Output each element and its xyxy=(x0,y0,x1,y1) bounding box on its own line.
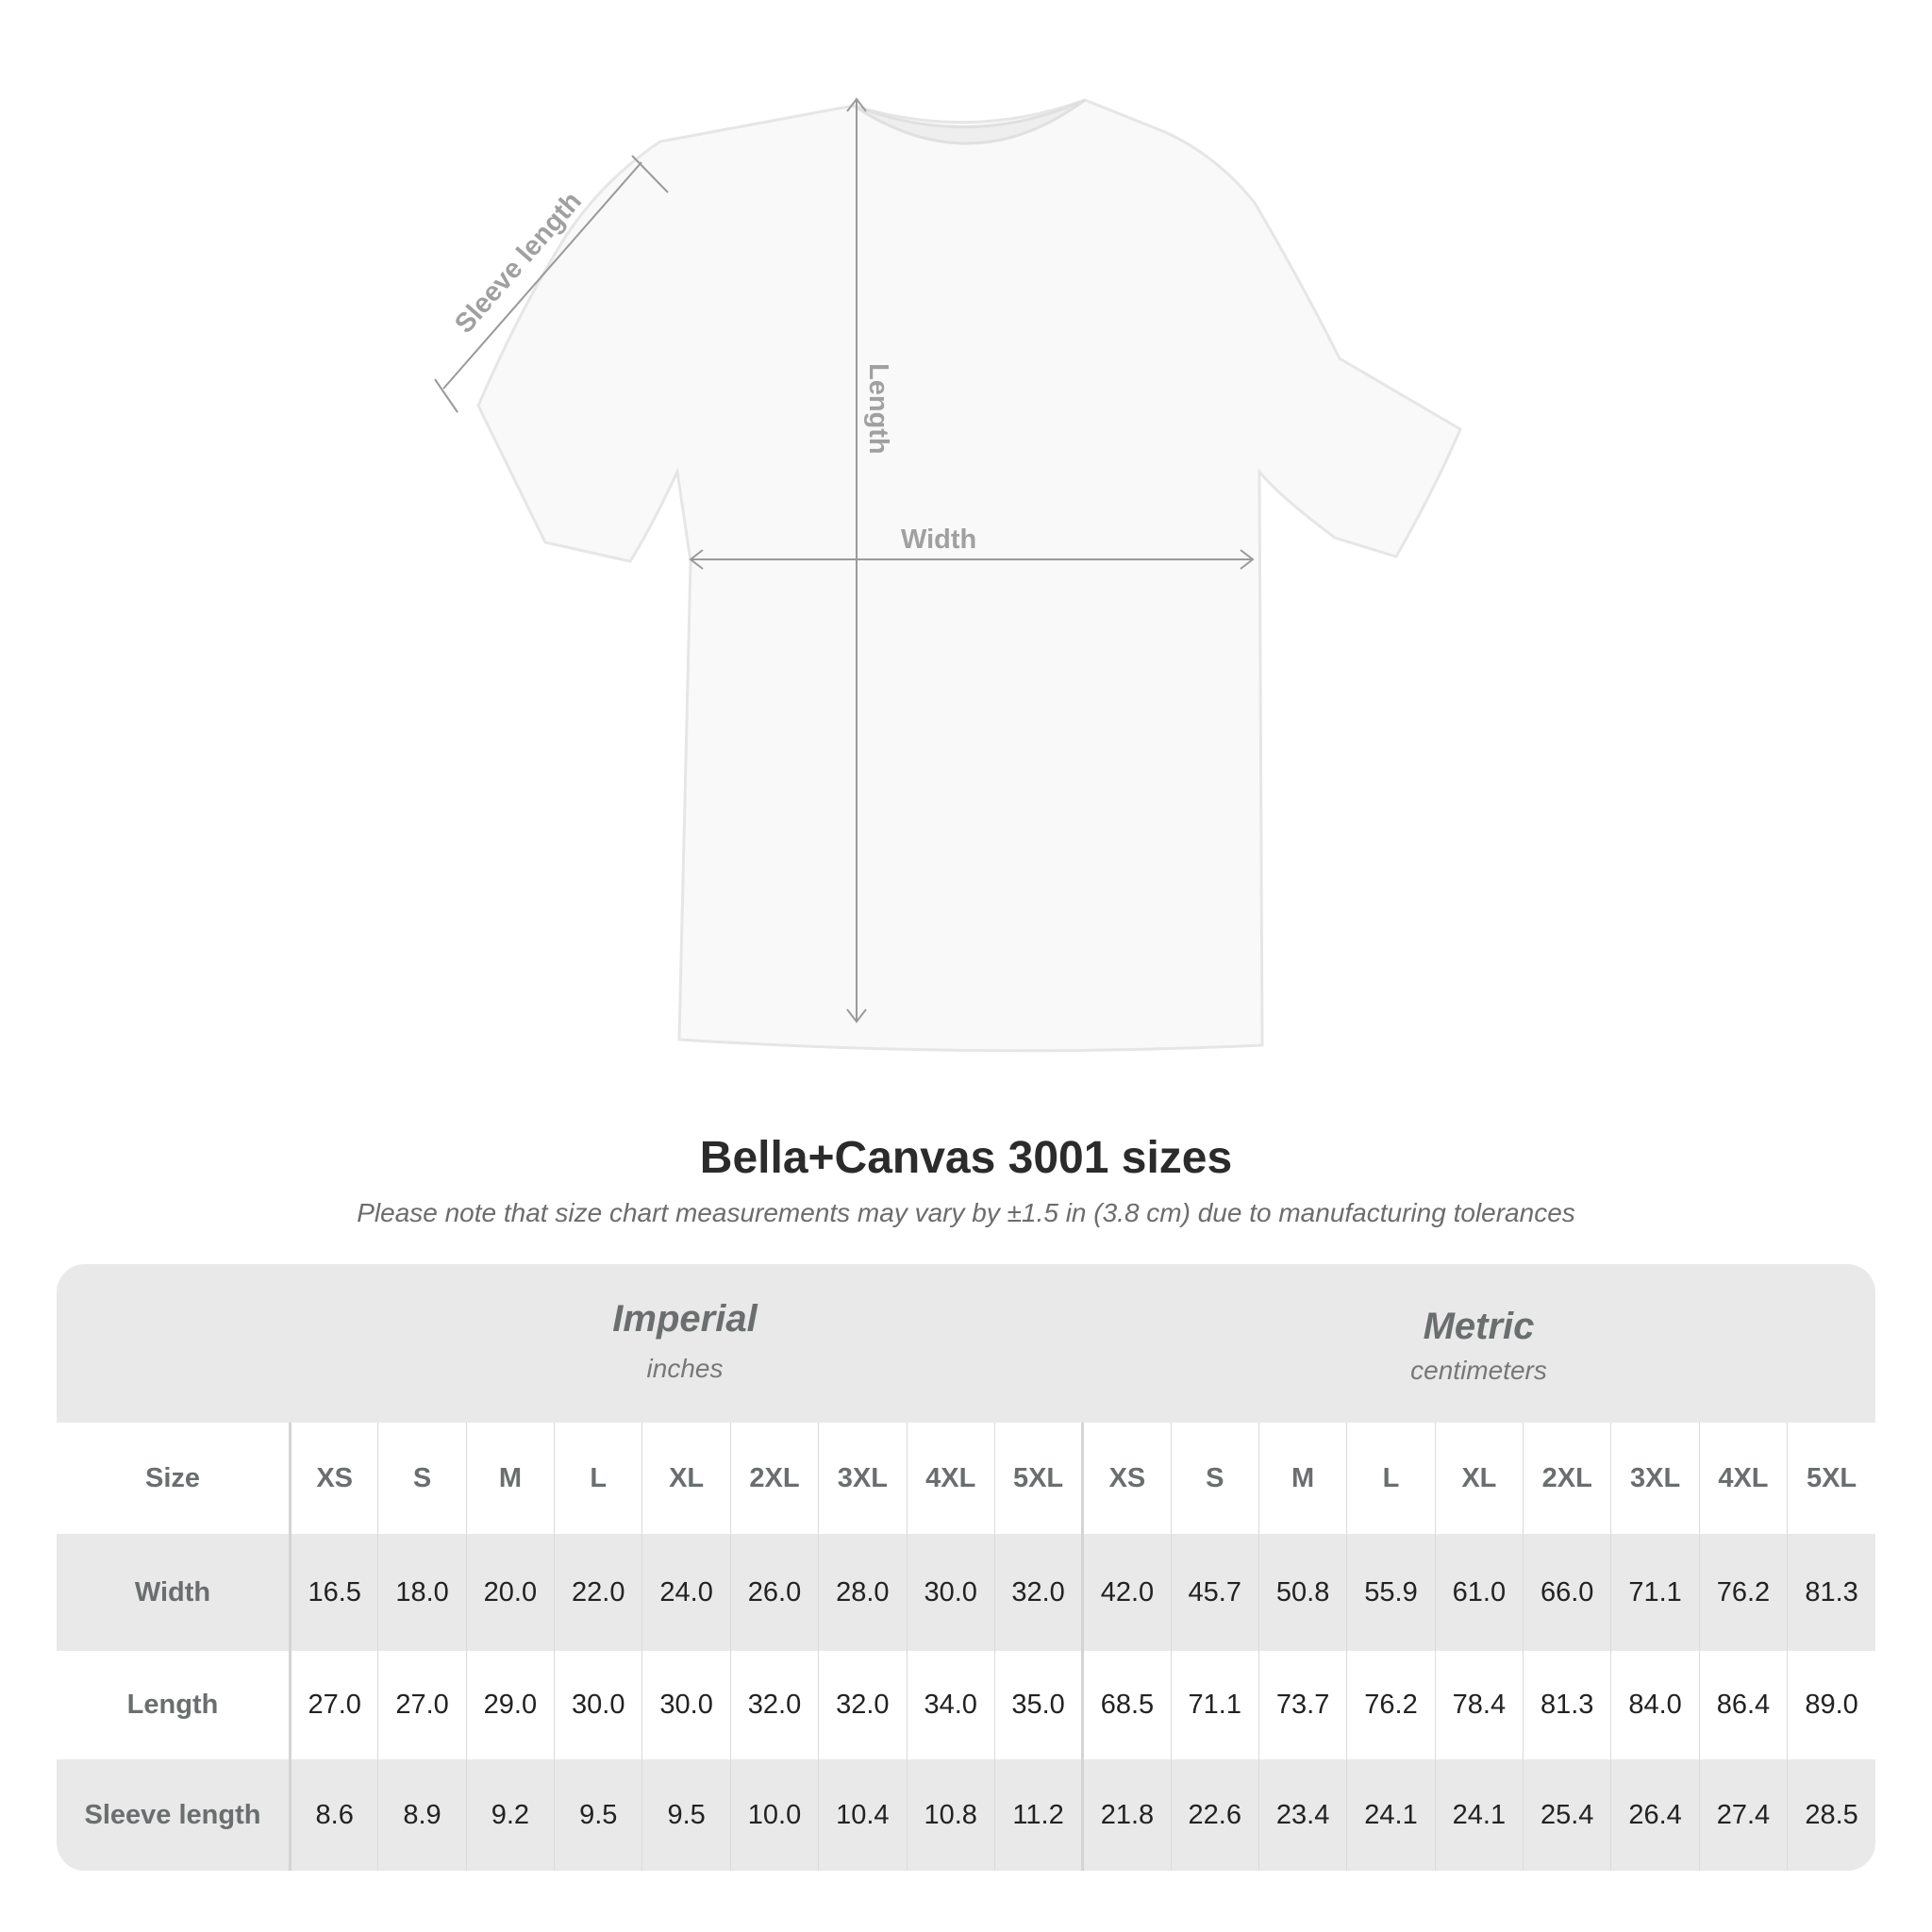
metric-value-cell: 27.4 xyxy=(1698,1759,1788,1871)
imperial-value-cell: 16.5 xyxy=(289,1534,378,1651)
metric-value-cell: 22.6 xyxy=(1170,1759,1259,1871)
metric-value-cell: 71.1 xyxy=(1610,1534,1700,1651)
imperial-size-5xl: 5XL xyxy=(993,1423,1083,1534)
table-row: Length 27.0 27.0 29.0 30.0 30.0 32.0 32.0 34.0 35… xyxy=(57,1651,1875,1759)
imperial-value-cell: 20.0 xyxy=(465,1534,555,1651)
metric-value-cell: 24.1 xyxy=(1434,1759,1524,1871)
metric-value-cell: 76.2 xyxy=(1698,1534,1788,1651)
metric-value-cell: 50.8 xyxy=(1257,1534,1347,1651)
imperial-value-cell: 27.0 xyxy=(289,1651,378,1759)
metric-value-cell: 55.9 xyxy=(1346,1534,1436,1651)
imperial-value-cell: 18.0 xyxy=(377,1534,467,1651)
imperial-value-cell: 35.0 xyxy=(993,1651,1083,1759)
length-label: Length xyxy=(863,363,893,455)
metric-value-cell: 45.7 xyxy=(1170,1534,1259,1651)
metric-value-cell: 84.0 xyxy=(1610,1651,1700,1759)
page-title: Bella+Canvas 3001 sizes xyxy=(699,1133,1233,1183)
size-table: Size XS S M L XL 2XL 3XL 4XL 5XL XS S M L XL 2XL 3XL 4XL 5… xyxy=(57,1423,1875,1871)
metric-value-cell: 42.0 xyxy=(1081,1534,1172,1651)
imperial-size-l: L xyxy=(554,1423,642,1534)
metric-title: Metric xyxy=(1423,1306,1535,1347)
metric-value-cell: 81.3 xyxy=(1523,1651,1611,1759)
metric-value-cell: 73.7 xyxy=(1257,1651,1347,1759)
metric-value-cell: 89.0 xyxy=(1787,1651,1875,1759)
metric-value-cell: 25.4 xyxy=(1523,1759,1611,1871)
imperial-header: Imperial inches xyxy=(289,1298,1081,1384)
metric-size-3xl: 3XL xyxy=(1610,1423,1700,1534)
metric-size-xl: XL xyxy=(1434,1423,1524,1534)
tshirt-diagram: Sleeve length Length Width xyxy=(434,97,1462,1053)
size-header-label: Size xyxy=(57,1423,291,1534)
imperial-value-cell: 8.6 xyxy=(289,1759,378,1871)
sleeve-arrow xyxy=(442,161,642,390)
metric-size-l: L xyxy=(1346,1423,1436,1534)
metric-value-cell: 61.0 xyxy=(1434,1534,1524,1651)
metric-size-m: M xyxy=(1257,1423,1347,1534)
size-table-card: Imperial inches Metric centimeters Size X… xyxy=(57,1264,1875,1871)
metric-value-cell: 24.1 xyxy=(1346,1759,1436,1871)
metric-value-cell: 21.8 xyxy=(1081,1759,1172,1871)
imperial-value-cell: 34.0 xyxy=(906,1651,995,1759)
imperial-value-cell: 24.0 xyxy=(641,1534,731,1651)
metric-size-xs: XS xyxy=(1081,1423,1172,1534)
imperial-value-cell: 8.9 xyxy=(377,1759,467,1871)
imperial-size-xl: XL xyxy=(641,1423,731,1534)
metric-size-2xl: 2XL xyxy=(1523,1423,1611,1534)
imperial-value-cell: 9.5 xyxy=(554,1759,642,1871)
imperial-value-cell: 30.0 xyxy=(906,1534,995,1651)
metric-value-cell: 68.5 xyxy=(1081,1651,1172,1759)
imperial-size-xs: XS xyxy=(289,1423,378,1534)
width-label: Width xyxy=(901,525,976,555)
tolerance-note: Please note that size chart measurements… xyxy=(357,1198,1575,1227)
metric-value-cell: 26.4 xyxy=(1610,1759,1700,1871)
metric-unit: centimeters xyxy=(1410,1356,1547,1385)
metric-value-cell: 71.1 xyxy=(1170,1651,1259,1759)
imperial-value-cell: 27.0 xyxy=(377,1651,467,1759)
imperial-title: Imperial xyxy=(612,1298,758,1340)
imperial-value-cell: 32.0 xyxy=(993,1534,1083,1651)
imperial-value-cell: 22.0 xyxy=(554,1534,642,1651)
metric-value-cell: 78.4 xyxy=(1434,1651,1524,1759)
imperial-value-cell: 10.0 xyxy=(729,1759,819,1871)
imperial-value-cell: 30.0 xyxy=(554,1651,642,1759)
imperial-value-cell: 29.0 xyxy=(465,1651,555,1759)
imperial-value-cell: 30.0 xyxy=(641,1651,731,1759)
table-row: Sleeve length 8.6 8.9 9.2 9.5 9.5 10.0 10.4 10.8… xyxy=(57,1759,1875,1871)
collar xyxy=(853,98,1086,145)
imperial-value-cell: 10.4 xyxy=(818,1759,908,1871)
imperial-size-4xl: 4XL xyxy=(906,1423,995,1534)
imperial-size-s: S xyxy=(377,1423,467,1534)
metric-value-cell: 86.4 xyxy=(1698,1651,1788,1759)
imperial-value-cell: 32.0 xyxy=(818,1651,908,1759)
imperial-value-cell: 9.5 xyxy=(641,1759,731,1871)
imperial-value-cell: 28.0 xyxy=(818,1534,908,1651)
imperial-size-2xl: 2XL xyxy=(729,1423,819,1534)
imperial-size-m: M xyxy=(465,1423,555,1534)
imperial-value-cell: 32.0 xyxy=(729,1651,819,1759)
size-header-row: Size XS S M L XL 2XL 3XL 4XL 5XL XS S M L XL 2XL 3XL 4XL 5… xyxy=(57,1423,1875,1534)
imperial-value-cell: 9.2 xyxy=(465,1759,555,1871)
metric-value-cell: 23.4 xyxy=(1257,1759,1347,1871)
row-label: Length xyxy=(57,1651,291,1759)
metric-header: Metric centimeters xyxy=(1082,1306,1875,1386)
imperial-value-cell: 26.0 xyxy=(729,1534,819,1651)
metric-value-cell: 28.5 xyxy=(1787,1759,1875,1871)
row-label: Sleeve length xyxy=(57,1759,291,1871)
imperial-value-cell: 10.8 xyxy=(906,1759,995,1871)
tshirt-shape xyxy=(476,98,1462,1053)
table-row: Width 16.5 18.0 20.0 22.0 24.0 26.0 28.0 30.0 32.… xyxy=(57,1534,1875,1651)
metric-value-cell: 81.3 xyxy=(1787,1534,1875,1651)
imperial-value-cell: 11.2 xyxy=(993,1759,1083,1871)
metric-size-s: S xyxy=(1170,1423,1259,1534)
metric-size-5xl: 5XL xyxy=(1787,1423,1875,1534)
metric-value-cell: 76.2 xyxy=(1346,1651,1436,1759)
metric-size-4xl: 4XL xyxy=(1698,1423,1788,1534)
imperial-size-3xl: 3XL xyxy=(818,1423,908,1534)
metric-value-cell: 66.0 xyxy=(1523,1534,1611,1651)
row-label: Width xyxy=(57,1534,291,1651)
imperial-unit: inches xyxy=(646,1354,724,1383)
